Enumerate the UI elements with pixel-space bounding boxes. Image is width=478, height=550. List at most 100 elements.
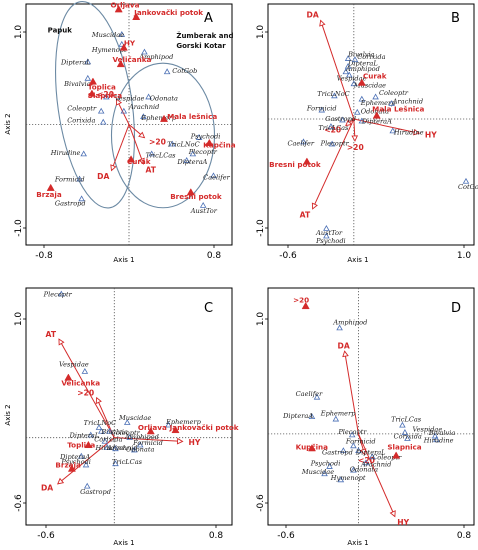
panel-a-site-marker (119, 43, 128, 51)
panel-c-taxon-marker (82, 461, 90, 468)
panel-a-taxon-marker (99, 118, 107, 125)
panel-a-env-label: AT (145, 166, 156, 175)
zumberak-ellipse (110, 62, 216, 209)
panel-a-site-label: Veličanka (113, 55, 152, 64)
panel-c-taxon-label: DipteraL (69, 432, 100, 440)
panel-d-taxon-marker (350, 466, 357, 473)
panel-d-taxon-marker (332, 415, 340, 422)
panel-c-env-label: AT (46, 330, 57, 339)
panel-d-arrow-DA (344, 351, 359, 434)
panel-a-taxon-label: Muscidae (91, 31, 124, 39)
panel-c-env-label: >20 (77, 388, 94, 397)
panel-b-arrowhead (351, 135, 359, 142)
panel-b-taxon-marker (323, 224, 330, 231)
panel-d-taxon-label: Amphipod (332, 318, 367, 326)
panel-d-taxon-label: Ephemerp (320, 410, 356, 418)
panel-a-taxon-label: Vespidae (115, 94, 145, 102)
panel-d-taxon-marker (336, 324, 343, 331)
panel-a-env-label: >20 (149, 138, 166, 147)
panel-c-site-marker (171, 425, 180, 434)
panel-b-taxon-marker (328, 140, 336, 147)
panel-a-region-label: Papuk (48, 26, 73, 34)
panel-c-taxon-marker (98, 427, 105, 434)
panel-a-arrow-DA (111, 124, 130, 171)
panel-c-taxon-marker (87, 431, 95, 438)
panel-a-taxon-label: TricLNoC (167, 140, 200, 148)
panel-b-taxon-label: AustTor (315, 229, 343, 237)
panel-c-ytick-label: 1.0 (14, 312, 24, 327)
panel-b-site-marker (372, 111, 381, 119)
panel-c-site-label: Brzaja (55, 461, 81, 470)
panel-c-taxon-label: Corixida (94, 435, 122, 443)
panel-b-site-label: Mala Lešnica (372, 104, 424, 113)
panel-d-xtick-label: 0.8 (457, 531, 472, 541)
panel-c-arrowhead (58, 338, 65, 346)
panel-d-arrowhead (342, 350, 349, 358)
panel-c-taxon-label: Arachnid (106, 444, 137, 452)
panel-b-taxon-label: Psychodi (315, 237, 346, 245)
panel-d-taxon-marker (355, 447, 362, 454)
panel-a-taxon-label: Caelifer (203, 173, 230, 181)
panel-a-taxon-marker (141, 48, 148, 55)
panel-d-taxon-label: Formicid (345, 438, 376, 446)
panel-d-taxon-marker (368, 453, 376, 460)
panel-d-taxon-marker (401, 429, 409, 435)
panel-d-arrow-HY (357, 433, 396, 517)
panel-a-taxon-marker (210, 172, 217, 179)
panel-c-taxon-marker (131, 446, 138, 453)
panel-d-taxon-label: DipteraL (355, 449, 386, 457)
panel-c-taxon-marker (136, 441, 144, 448)
panel-d-taxon-label: TricLCas (391, 416, 422, 424)
panel-c-arrowhead (176, 437, 184, 445)
panel-d-taxon-label: Corixida (394, 433, 422, 441)
panel-a-taxon-marker (84, 74, 92, 81)
panel-a-site-label: Toplica (88, 82, 116, 91)
panel-a-site-marker (116, 59, 125, 68)
panel-d-taxon-marker (399, 421, 406, 428)
panel-b-taxon-label: Odonata (361, 108, 389, 116)
panel-c-taxon-label: TricLCas (112, 458, 143, 466)
panel-c-xtick-label: 0.8 (209, 531, 224, 541)
panel-c-site-label: Velicanka (61, 378, 100, 387)
panel-c-taxon-label: Vespidae (59, 361, 89, 369)
panel-b-taxon-marker (344, 55, 352, 61)
panel-d-taxon-marker (362, 459, 370, 466)
panel-c-taxon-marker (106, 427, 113, 434)
panel-a-taxon-label: DipteraL (60, 58, 91, 66)
panel-b-taxon-marker (462, 177, 470, 184)
panel-a-taxon-marker (80, 150, 87, 157)
panel-a-taxon-label: Formicid (54, 175, 85, 183)
panel-d-arrowhead (389, 510, 396, 518)
panel-b-arrowhead (413, 128, 421, 136)
panel-b-taxon-marker (300, 138, 307, 145)
panel-d-taxon-marker (433, 436, 440, 443)
panel-c-arrowhead (57, 477, 65, 485)
panel-b-taxon-label: Caelifer (287, 139, 314, 147)
panel-a-taxon-marker (118, 31, 126, 37)
panel-a-site-marker (88, 77, 97, 85)
panel-c-taxon-label: Coleoptr (111, 429, 141, 437)
panel-a-site-marker (46, 183, 55, 191)
panel-c-taxon-label: Hirudine (94, 444, 125, 452)
panel-a-site-label: Jankovački potok (133, 8, 203, 17)
panel-a-arrowhead (110, 164, 117, 172)
panel-d-arrowhead (359, 448, 367, 456)
panel-b-arrowhead (345, 119, 353, 127)
papuk-ellipse (54, 1, 136, 209)
panel-c-letter: C (204, 301, 213, 316)
panel-c-site-marker (64, 373, 73, 381)
panel-c-frame (25, 287, 233, 526)
panel-b-xtick-label: 1.0 (457, 251, 472, 261)
panel-a-site-marker (159, 114, 169, 122)
panel-d-taxon-label: Arachnid (360, 461, 391, 469)
panel-c-taxon-label: Plecoptr (43, 291, 73, 299)
panel-c-site-label: Jankovački potok (169, 423, 239, 432)
panel-a-taxon-label: Ephemerp (140, 114, 176, 122)
panel-b-taxon-marker (358, 95, 366, 102)
panel-d-taxon-label: Hymenopt (330, 474, 366, 482)
panel-a-site-marker (132, 12, 141, 20)
panel-b-taxon-marker (318, 106, 326, 113)
panel-b-x-axis-title: Axis 1 (347, 256, 368, 264)
panel-c-taxon-marker (58, 290, 65, 297)
panel-c-site-marker (84, 440, 93, 449)
